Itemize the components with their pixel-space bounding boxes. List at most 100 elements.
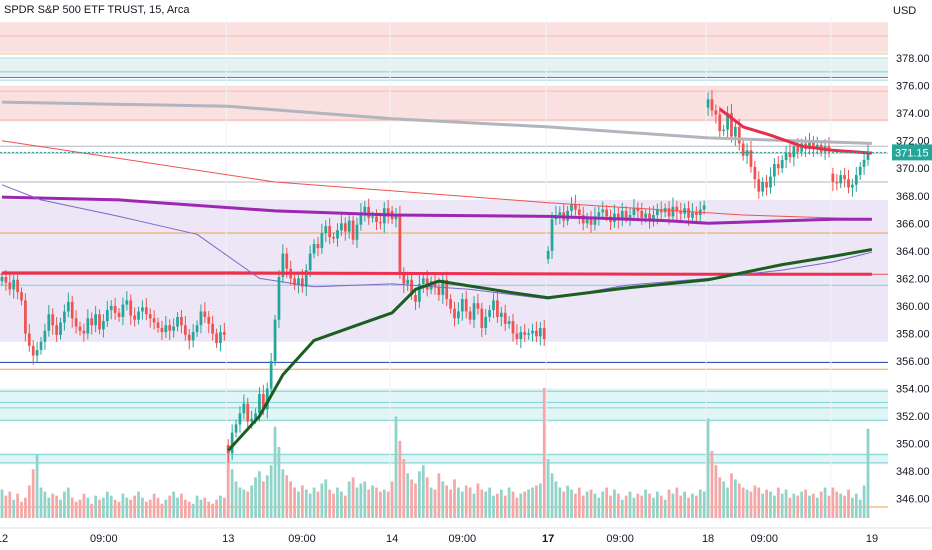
candle-body <box>24 300 27 334</box>
candle-body <box>20 292 23 301</box>
candle-body <box>784 153 788 160</box>
candle-body <box>254 413 257 419</box>
candle-body <box>472 303 476 320</box>
candle-body <box>616 213 620 220</box>
candle-body <box>737 126 741 144</box>
volume-bar <box>780 493 784 518</box>
volume-bar <box>628 491 632 518</box>
volume-bar <box>347 481 351 518</box>
candle-body <box>749 150 753 167</box>
volume-bar <box>851 497 854 518</box>
volume-bar <box>847 489 850 518</box>
chart-title: SPDR S&P 500 ETF TRUST, 15, Arca <box>4 4 190 16</box>
candle-body <box>207 316 211 324</box>
candle-body <box>421 278 425 284</box>
candle-body <box>47 314 51 331</box>
volume-bar <box>394 416 398 518</box>
candle-body <box>94 314 97 326</box>
volume-bar <box>550 473 554 518</box>
volume-bar <box>691 493 694 518</box>
volume-bar <box>164 499 168 518</box>
volume-bar <box>835 491 839 518</box>
volume-bar <box>488 487 491 518</box>
candle-body <box>359 212 363 225</box>
volume-bar <box>113 499 117 518</box>
candle-body <box>671 206 675 217</box>
y-tick-label: 364.00 <box>896 246 930 258</box>
candle-body <box>597 212 601 217</box>
moving-average-line <box>1 100 872 145</box>
volume-bar <box>121 493 125 518</box>
volume-bar <box>414 483 417 518</box>
volume-bar <box>90 503 94 518</box>
x-tick-label: 18 <box>702 533 714 545</box>
candle-body <box>234 424 238 433</box>
volume-bar <box>558 487 562 518</box>
volume-bar <box>702 491 706 518</box>
candle-body <box>152 318 156 323</box>
candle-body <box>722 129 726 132</box>
candle-body <box>667 208 671 217</box>
candle-body <box>706 99 710 108</box>
volume-bar <box>449 489 452 518</box>
volume-bar <box>819 491 823 518</box>
volume-bar <box>749 491 753 518</box>
candle-body <box>788 153 792 158</box>
candle-body <box>527 333 530 335</box>
candle-body <box>511 321 515 334</box>
y-tick-label: 374.00 <box>896 108 930 120</box>
volume-bar <box>35 455 39 518</box>
volume-bar <box>683 491 687 518</box>
y-tick-label: 362.00 <box>896 273 930 285</box>
volume-bar <box>125 497 129 518</box>
candle-body <box>601 209 605 213</box>
candle-body <box>301 278 304 287</box>
candle-body <box>835 182 839 184</box>
volume-bar <box>538 483 542 518</box>
volume-bar <box>308 493 312 518</box>
candle-body <box>593 216 597 225</box>
candle-body <box>4 277 8 283</box>
volume-bar <box>546 459 550 518</box>
y-tick-label: 378.00 <box>896 53 930 65</box>
volume-bar <box>285 475 289 518</box>
volume-bar <box>507 487 511 518</box>
volume-bar <box>144 501 148 518</box>
candle-body <box>164 325 168 333</box>
y-tick-label: 348.00 <box>896 466 930 478</box>
candle-body <box>741 143 745 156</box>
candle-body <box>406 279 410 284</box>
candle-body <box>757 179 761 192</box>
volume-bar <box>788 497 792 518</box>
volume-bar <box>230 469 234 518</box>
candle-body <box>70 301 74 319</box>
candle-body <box>195 325 199 333</box>
candle-body <box>211 323 215 334</box>
volume-bar <box>804 489 807 518</box>
volume-bar <box>640 495 644 518</box>
candle-body <box>144 307 148 315</box>
candle-body <box>39 341 43 350</box>
volume-bar <box>297 491 300 518</box>
volume-bar <box>776 487 780 518</box>
volume-bar <box>74 501 78 518</box>
candle-body <box>90 318 94 326</box>
candle-body <box>312 243 316 254</box>
volume-bar <box>402 459 406 518</box>
volume-bar <box>160 503 164 518</box>
candle-body <box>862 159 866 167</box>
volume-bar <box>27 485 31 518</box>
candle-body <box>866 152 870 160</box>
volume-bar <box>301 485 304 518</box>
currency-label: USD <box>893 5 917 17</box>
candle-body <box>148 314 152 319</box>
volume-bar <box>574 493 577 518</box>
volume-bar <box>109 495 113 518</box>
moving-average-line <box>2 271 872 276</box>
volume-bar <box>737 483 741 518</box>
volume-bar <box>16 493 19 518</box>
candle-body <box>718 114 722 132</box>
volume-bar <box>616 493 620 518</box>
volume-bar <box>468 487 472 518</box>
